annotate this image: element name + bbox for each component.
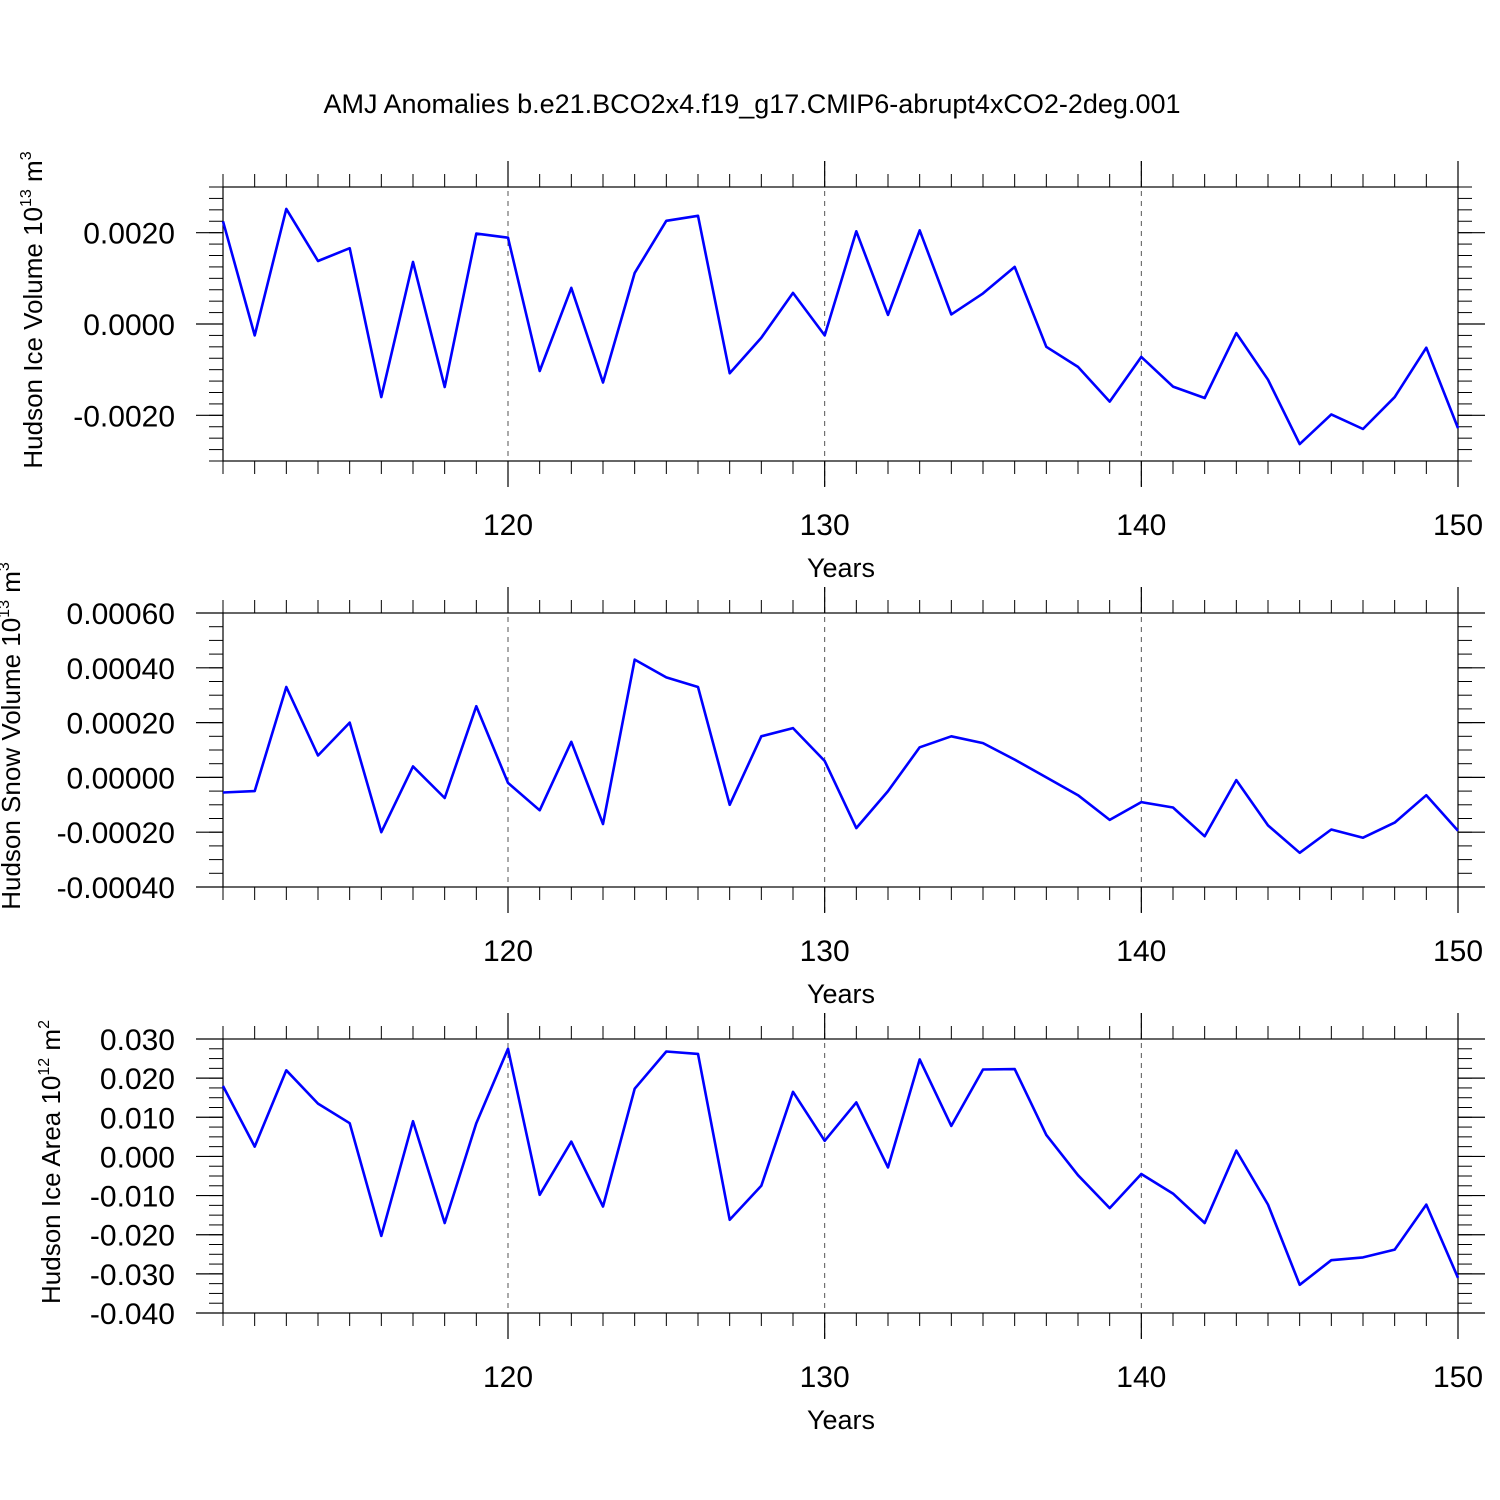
x-tick-label: 130	[800, 935, 850, 968]
y-tick-label: -0.010	[90, 1181, 175, 1214]
panel-3: -0.040 -0.030 -0.020 -0.010 0.000 0.010 0.020 0…	[36, 1013, 1485, 1435]
series-line	[221, 207, 1460, 446]
plot-frame	[222, 612, 1459, 888]
y-tick-label: 0.010	[100, 1102, 175, 1135]
y-tick-label: 0.00000	[67, 762, 175, 795]
plot-frame	[222, 186, 1459, 462]
x-axis-label: Years	[807, 1405, 875, 1435]
y-tick-label: 0.0020	[83, 218, 175, 251]
y-axis-label: Hudson Snow Volume 1013 m3	[0, 562, 26, 910]
y-axis-label: Hudson Ice Area 1012 m2	[36, 1020, 66, 1304]
y-tick-label: -0.040	[90, 1298, 175, 1331]
panel-2: -0.00040 -0.00020 0.00000 0.00020 0.00040 0.0…	[0, 562, 1485, 1009]
y-tick-label: -0.0020	[73, 400, 175, 433]
y-tick-label: 0.000	[100, 1141, 175, 1174]
y-tick-label: 0.00020	[67, 708, 175, 741]
plot-frame	[222, 1038, 1459, 1314]
panel-1: -0.0020 0.0000 0.0020 120 130 140 150 Years Huds…	[18, 151, 1485, 583]
x-tick-label: 140	[1116, 1361, 1166, 1394]
x-tick-label: 120	[483, 935, 533, 968]
y-tick-label: 0.00040	[67, 653, 175, 686]
figure-title: AMJ Anomalies b.e21.BCO2x4.f19_g17.CMIP6…	[324, 89, 1181, 119]
y-tick-label: 0.0000	[83, 309, 175, 342]
series-line	[221, 1047, 1460, 1287]
series-line	[222, 658, 1459, 855]
x-axis-label: Years	[807, 553, 875, 583]
x-axis-label: Years	[807, 979, 875, 1009]
x-tick-label: 140	[1116, 509, 1166, 542]
x-tick-label: 150	[1433, 509, 1483, 542]
x-tick-label: 150	[1433, 935, 1483, 968]
y-tick-label: 0.020	[100, 1063, 175, 1096]
x-tick-label: 130	[800, 509, 850, 542]
x-tick-label: 140	[1116, 935, 1166, 968]
y-tick-label: -0.00020	[57, 817, 175, 850]
x-tick-label: 150	[1433, 1361, 1483, 1394]
x-tick-label: 120	[483, 509, 533, 542]
x-tick-label: 120	[483, 1361, 533, 1394]
y-tick-label: -0.030	[90, 1259, 175, 1292]
x-tick-label: 130	[800, 1361, 850, 1394]
y-axis-label: Hudson Ice Volume 1013 m3	[18, 151, 48, 468]
y-tick-label: -0.020	[90, 1220, 175, 1253]
y-tick-label: 0.030	[100, 1024, 175, 1057]
y-tick-label: 0.00060	[67, 598, 175, 631]
y-tick-label: -0.00040	[57, 872, 175, 905]
